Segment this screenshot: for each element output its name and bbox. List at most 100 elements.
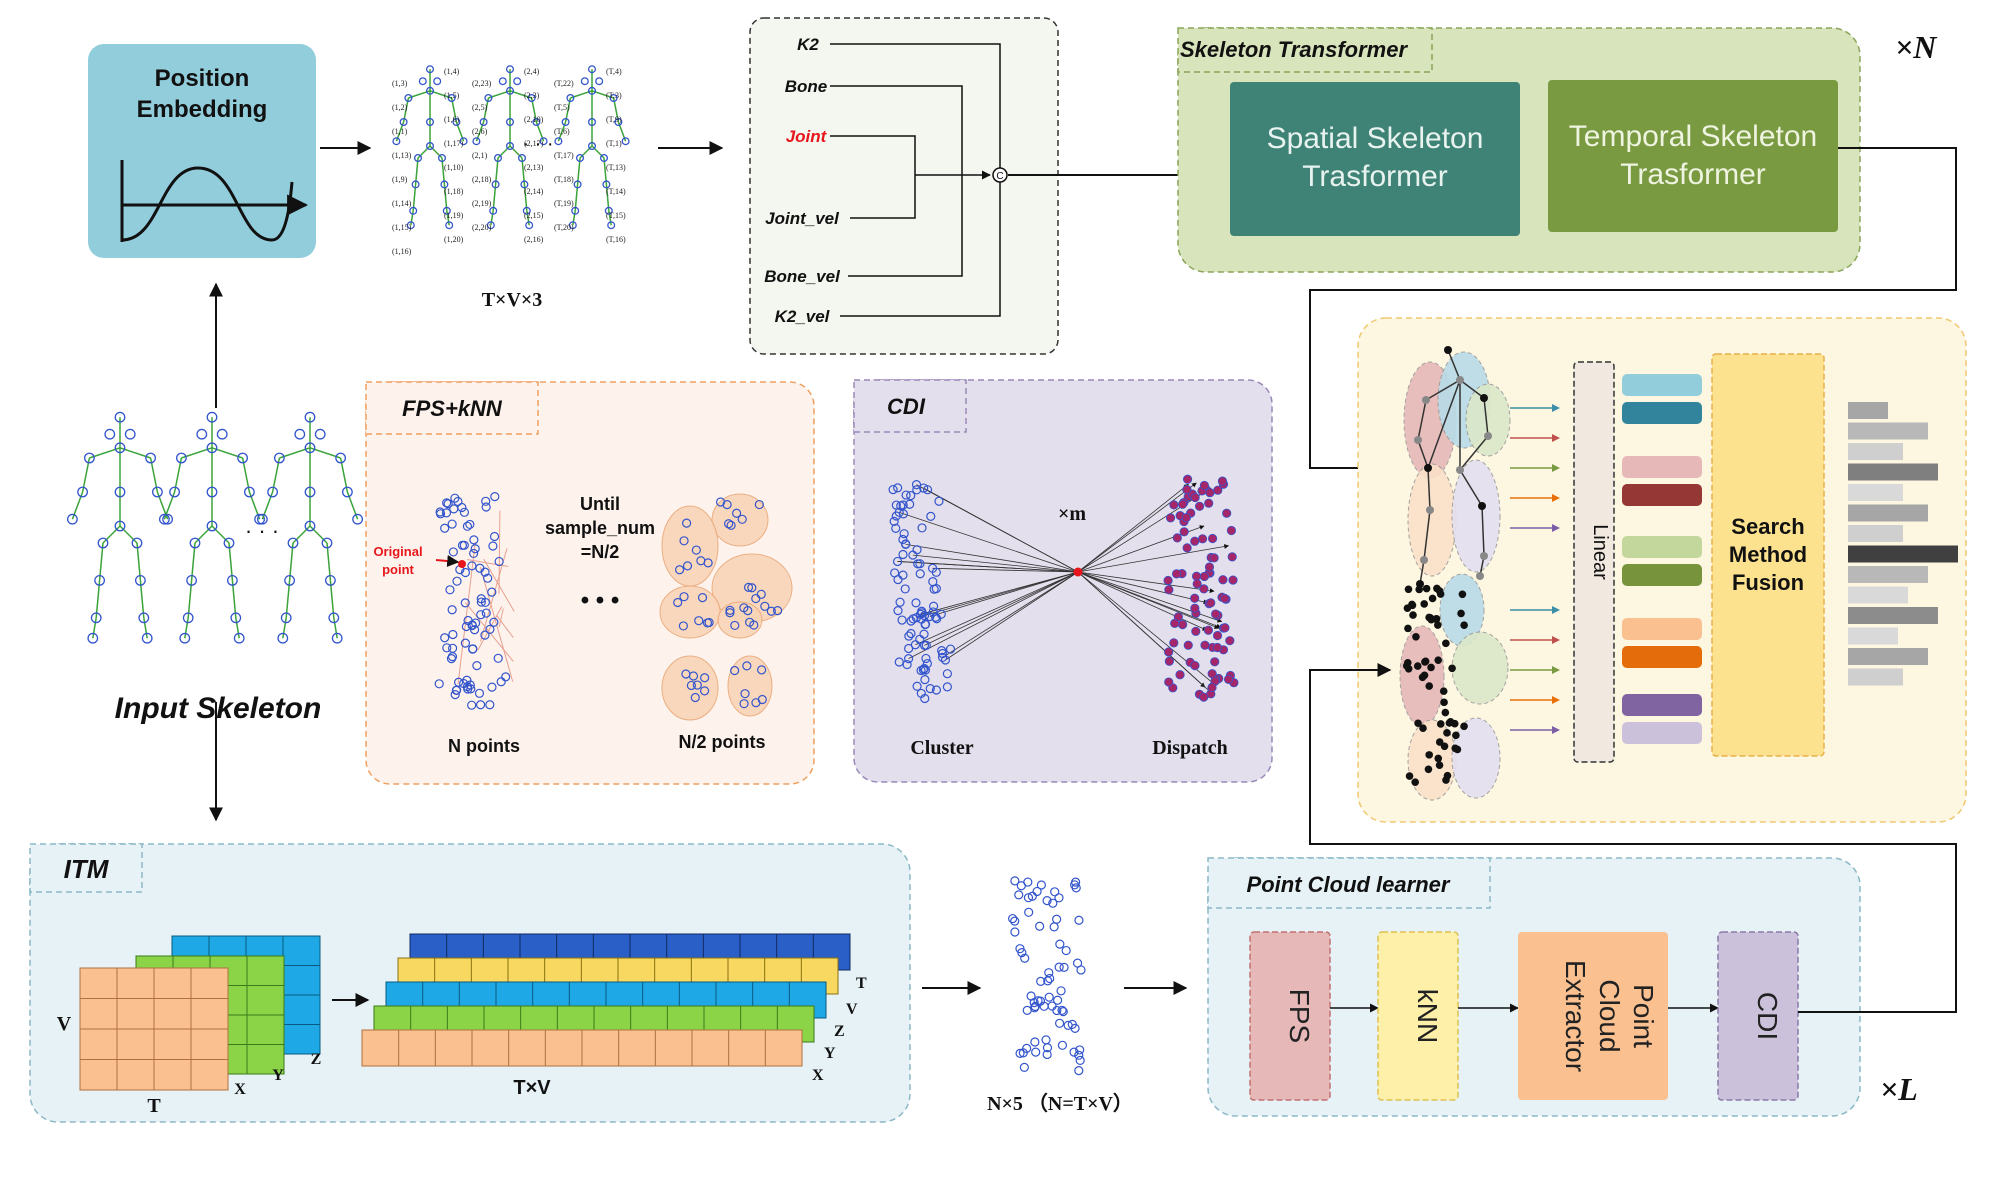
joint-label: (1,9) bbox=[392, 175, 408, 184]
joint-label: (2,15) bbox=[524, 211, 544, 220]
spatial-transformer-label: Spatial Skeleton bbox=[1267, 122, 1484, 155]
input-k2-vel: K2_vel bbox=[775, 307, 831, 326]
joint-label: (1,13) bbox=[392, 151, 412, 160]
fusion-token bbox=[1622, 564, 1702, 586]
joint-label: (2,17) bbox=[524, 139, 544, 148]
cdi-title: CDI bbox=[887, 394, 926, 419]
joint-label: (1,17) bbox=[444, 139, 464, 148]
joint-label: (1,20) bbox=[444, 235, 464, 244]
fps-module-label: FPS bbox=[1284, 989, 1315, 1043]
joint-label: (T,9) bbox=[606, 115, 622, 124]
linear-label: Linear bbox=[1589, 524, 1611, 580]
transformer-repeat-n: ×N bbox=[1895, 29, 1938, 65]
itm-tensor-cube bbox=[79, 935, 321, 1091]
fusion-token bbox=[1622, 456, 1702, 478]
arrow-transformer-to-fusion bbox=[1309, 147, 1957, 475]
joint-label: (2,5) bbox=[472, 103, 488, 112]
joint-label: (T,13) bbox=[606, 163, 626, 172]
input-bone-vel: Bone_vel bbox=[764, 267, 841, 286]
itm-t-label: T bbox=[147, 1095, 161, 1117]
joint-label: (2,19) bbox=[472, 199, 492, 208]
fusion-bar bbox=[1848, 402, 1888, 419]
itm-tv-label: T×V bbox=[513, 1077, 551, 1099]
joint-label: (2,18) bbox=[472, 175, 492, 184]
sequence-skeleton-3 bbox=[554, 65, 630, 230]
itm-block: ITM V T X Y Z T×V T V Z Y X bbox=[29, 843, 911, 1123]
fps-dots: • • • bbox=[581, 587, 620, 614]
cdi-cluster-dispatch bbox=[888, 474, 1239, 704]
fusion-bar bbox=[1848, 504, 1928, 522]
fusion-token bbox=[1622, 694, 1702, 716]
fusion-bar bbox=[1848, 627, 1898, 645]
temporal-transformer bbox=[1548, 80, 1838, 232]
input-skeleton-3 bbox=[256, 411, 364, 644]
input-joint: Joint bbox=[786, 127, 828, 146]
fusion-bar bbox=[1848, 648, 1928, 665]
joint-label: (T,20) bbox=[554, 223, 574, 232]
dispatch-label: Dispatch bbox=[1152, 737, 1228, 759]
skeleton-sequence: (1,4) (1,3) (1,5) (1,2) (1,6) (1,1) (1,17) (1,1… bbox=[392, 65, 630, 256]
joint-label: (T,4) bbox=[606, 67, 622, 76]
joint-label: (T,18) bbox=[554, 175, 574, 184]
point-cloud-output-label: N×5 （N=T×V） bbox=[987, 1092, 1133, 1115]
fps-module bbox=[1249, 931, 1331, 1101]
fusion-bar bbox=[1848, 484, 1903, 501]
joint-label: (1,10) bbox=[444, 163, 464, 172]
joint-label: (T,6) bbox=[554, 127, 570, 136]
fps-knn-block: FPS+kNN Original point Until sample_num … bbox=[365, 381, 815, 785]
joint-label: (1,5) bbox=[444, 91, 460, 100]
point-cloud-learner-block: Point Cloud learner FPS kNN Point Cloud … bbox=[1207, 857, 1861, 1117]
itm-title: ITM bbox=[64, 854, 110, 884]
fusion-token bbox=[1622, 402, 1702, 424]
input-skeleton-ellipsis: · · · bbox=[245, 518, 279, 543]
cluster-label: Cluster bbox=[910, 737, 973, 759]
search-method-fusion-label: Search bbox=[1731, 514, 1804, 539]
point-cloud-extractor-module bbox=[1518, 932, 1668, 1100]
knn-module-label: kNN bbox=[1412, 989, 1443, 1043]
fusion-bar bbox=[1848, 566, 1928, 583]
position-embedding-title-2: Embedding bbox=[137, 96, 268, 123]
extractor-label: Point bbox=[1628, 984, 1659, 1048]
joint-label: (2,4) bbox=[524, 67, 540, 76]
fusion-bar bbox=[1848, 463, 1938, 481]
fusion-tokens bbox=[1622, 374, 1702, 744]
stack-label-z: Z bbox=[834, 1023, 845, 1040]
skeleton-sequence-dim-label: T×V×3 bbox=[482, 289, 543, 311]
input-skeleton-1 bbox=[66, 411, 174, 644]
input-skeleton-figures bbox=[66, 411, 364, 644]
joint-label: (2,14) bbox=[524, 187, 544, 196]
fusion-token bbox=[1622, 484, 1702, 506]
fusion-token bbox=[1622, 722, 1702, 744]
itm-v-label: V bbox=[57, 1013, 72, 1035]
fps-n-points-cloud bbox=[434, 492, 515, 710]
joint-label: (T,14) bbox=[606, 187, 626, 196]
temporal-transformer-label-2: Trasformer bbox=[1620, 158, 1766, 191]
fusion-grouped-skeletons bbox=[1399, 346, 1511, 801]
input-joint-vel: Joint_vel bbox=[765, 209, 840, 228]
joint-label: (T,19) bbox=[554, 199, 574, 208]
joint-label: (2,6) bbox=[472, 127, 488, 136]
search-method-fusion-label-2: Method bbox=[1729, 542, 1807, 567]
fusion-bar bbox=[1848, 443, 1903, 460]
fusion-bar bbox=[1848, 668, 1903, 686]
point-cloud-output bbox=[1008, 876, 1086, 1076]
learner-repeat-l: ×L bbox=[1880, 1071, 1918, 1107]
cdi-times-m: ×m bbox=[1058, 503, 1086, 525]
fusion-bar bbox=[1848, 422, 1928, 440]
skeleton-transformer-title: Skeleton Transformer bbox=[1180, 37, 1408, 62]
cdi-module bbox=[1717, 931, 1799, 1101]
extractor-label-3: Extractor bbox=[1560, 960, 1591, 1072]
joint-label: (T,5) bbox=[554, 103, 570, 112]
joint-label: (T,22) bbox=[554, 79, 574, 88]
fusion-token bbox=[1622, 536, 1702, 558]
joint-label: (2,3) bbox=[524, 91, 540, 100]
joint-label: (2,10) bbox=[524, 115, 544, 124]
spatial-transformer-label-2: Trasformer bbox=[1302, 160, 1448, 193]
itm-y-label: Y bbox=[272, 1067, 284, 1084]
itm-flattened-stack bbox=[361, 933, 851, 1067]
concat-symbol bbox=[992, 167, 1008, 183]
joint-label: (1,4) bbox=[444, 67, 460, 76]
stack-label-v: V bbox=[846, 1001, 858, 1018]
position-embedding-title: Position bbox=[155, 65, 250, 92]
